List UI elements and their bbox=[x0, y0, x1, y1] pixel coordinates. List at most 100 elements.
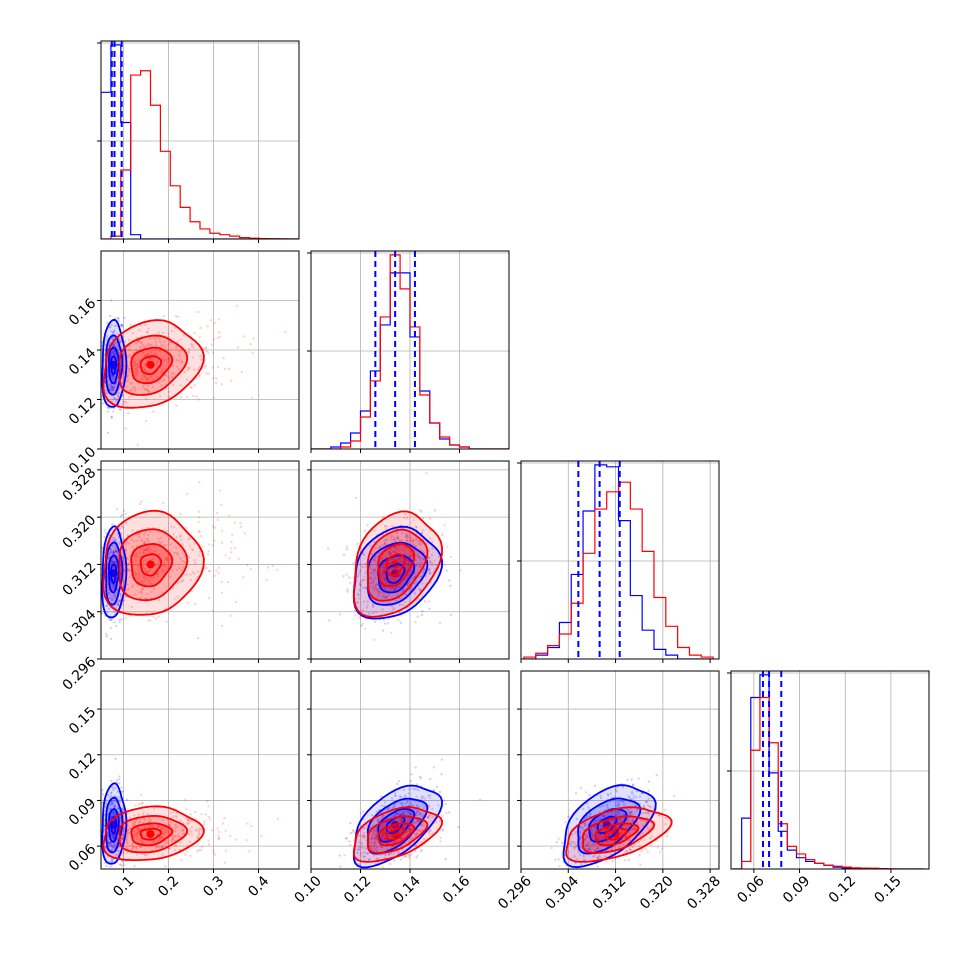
sample-point bbox=[393, 607, 396, 610]
sample-point bbox=[360, 851, 363, 855]
sample-point bbox=[175, 347, 178, 350]
sample-point bbox=[363, 553, 366, 557]
sample-point bbox=[135, 336, 138, 340]
sample-point bbox=[428, 559, 431, 562]
sample-point bbox=[142, 343, 145, 346]
sample-point bbox=[362, 837, 365, 840]
sample-point bbox=[348, 576, 351, 579]
grid-lines bbox=[101, 41, 299, 239]
sample-point bbox=[373, 540, 376, 543]
contour-line-1 bbox=[118, 528, 189, 602]
sample-point bbox=[352, 871, 354, 873]
sample-point bbox=[228, 514, 231, 517]
sample-point bbox=[109, 618, 112, 622]
sample-point bbox=[416, 810, 419, 813]
sample-point bbox=[135, 832, 139, 835]
sample-point bbox=[389, 827, 393, 830]
sample-point bbox=[386, 622, 390, 625]
sample-point bbox=[422, 557, 425, 561]
sample-point bbox=[571, 840, 575, 844]
sample-point bbox=[163, 378, 166, 382]
sample-point bbox=[407, 562, 410, 566]
sample-point bbox=[375, 835, 378, 838]
sample-point bbox=[239, 525, 242, 528]
sample-point bbox=[405, 831, 408, 834]
sample-point bbox=[152, 807, 156, 810]
sample-point bbox=[158, 838, 161, 842]
x-tick-label: 0.3 bbox=[200, 873, 227, 900]
sample-point bbox=[657, 813, 661, 817]
sample-point bbox=[600, 825, 604, 828]
sample-point bbox=[627, 817, 630, 820]
sample-point bbox=[189, 578, 193, 582]
sample-point bbox=[112, 824, 115, 827]
contour-line-0 bbox=[110, 355, 118, 376]
axes-frame bbox=[520, 460, 720, 660]
sample-point bbox=[428, 569, 431, 572]
sample-point bbox=[167, 332, 170, 335]
sample-point bbox=[414, 788, 417, 791]
sample-point bbox=[427, 805, 431, 808]
sample-point bbox=[147, 570, 151, 573]
sample-point bbox=[178, 354, 181, 357]
histogram-series-1 bbox=[732, 696, 925, 869]
sample-point bbox=[384, 577, 387, 580]
sample-point bbox=[112, 388, 116, 391]
sample-point bbox=[590, 847, 594, 850]
sample-point bbox=[637, 841, 640, 844]
sample-point bbox=[164, 864, 167, 868]
sample-point bbox=[142, 351, 145, 354]
sample-point bbox=[157, 540, 160, 544]
sample-point bbox=[373, 569, 376, 573]
sample-point bbox=[646, 850, 650, 854]
sample-point bbox=[167, 348, 170, 352]
sample-point bbox=[381, 629, 385, 632]
sample-point bbox=[363, 851, 366, 854]
sample-point bbox=[397, 850, 401, 853]
sample-point bbox=[384, 830, 387, 834]
sample-point bbox=[364, 627, 367, 631]
sample-point bbox=[362, 826, 366, 829]
sample-point bbox=[382, 823, 385, 827]
sample-point bbox=[190, 833, 193, 836]
density-peak bbox=[146, 360, 155, 369]
sample-point bbox=[111, 552, 115, 555]
sample-point bbox=[137, 831, 140, 834]
sample-point bbox=[394, 569, 398, 572]
sample-point bbox=[382, 596, 386, 599]
sample-point bbox=[134, 818, 138, 822]
sample-point bbox=[586, 823, 590, 826]
sample-point bbox=[130, 382, 134, 385]
sample-point bbox=[441, 814, 444, 817]
sample-point bbox=[190, 830, 193, 833]
sample-point bbox=[450, 613, 453, 617]
sample-point bbox=[179, 513, 182, 516]
sample-point bbox=[339, 869, 341, 871]
sample-point bbox=[621, 785, 625, 789]
sample-point bbox=[115, 779, 119, 782]
sample-point bbox=[400, 804, 404, 808]
sample-point bbox=[110, 389, 114, 392]
grid-lines bbox=[101, 671, 299, 869]
sample-point bbox=[198, 530, 201, 533]
sample-point bbox=[179, 557, 182, 560]
sample-point bbox=[112, 834, 115, 837]
sample-point bbox=[181, 566, 185, 569]
sample-point bbox=[349, 581, 352, 585]
sample-point bbox=[386, 538, 389, 541]
sample-point bbox=[377, 592, 380, 596]
sample-point bbox=[390, 797, 394, 800]
sample-point bbox=[624, 835, 627, 838]
sample-point bbox=[619, 833, 622, 836]
x-tick-label: 0.1 bbox=[110, 873, 137, 900]
sample-point bbox=[437, 803, 440, 807]
sample-point bbox=[133, 370, 136, 373]
sample-point bbox=[415, 563, 418, 566]
sample-point bbox=[608, 833, 611, 836]
sample-point bbox=[174, 315, 178, 318]
sample-point bbox=[160, 536, 163, 540]
sample-point bbox=[175, 359, 179, 362]
sample-point bbox=[397, 780, 400, 783]
sample-point bbox=[139, 839, 143, 842]
sample-point bbox=[271, 564, 274, 568]
